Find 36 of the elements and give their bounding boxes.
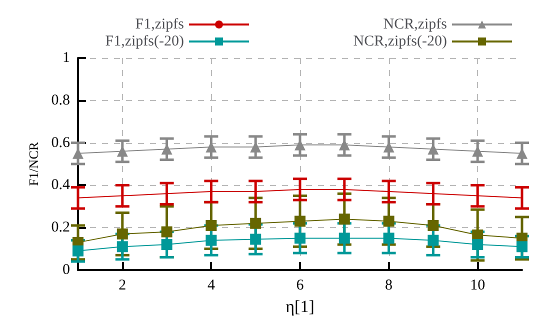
point (338, 214, 350, 225)
x-tick-label: 10 (470, 278, 486, 294)
x-tick-label: 2 (118, 278, 126, 294)
x-tick-label: 6 (296, 278, 304, 294)
y-tick-label: 0.8 (51, 92, 70, 108)
y-tick-label: 1 (62, 50, 70, 66)
legend-label: NCR,zipfs(-20) (353, 34, 447, 50)
legend-label: F1,zipfs (135, 16, 184, 32)
x-tick-label: 4 (207, 278, 216, 294)
point (250, 218, 262, 229)
point (383, 216, 394, 227)
point (294, 232, 306, 244)
point (116, 228, 128, 240)
point (294, 216, 306, 227)
y-axis-title: F1/NCR (26, 142, 41, 186)
point (116, 241, 128, 252)
point (206, 234, 217, 246)
point (250, 234, 262, 245)
point (161, 239, 172, 250)
point (206, 220, 217, 231)
y-tick-label: 0.4 (51, 177, 70, 194)
point (428, 220, 439, 231)
y-tick-label: 0.6 (51, 134, 70, 151)
point (338, 232, 350, 244)
point (428, 234, 439, 246)
x-tick-label: 8 (385, 278, 393, 294)
point (516, 241, 528, 252)
y-tick-label: 0.2 (51, 220, 70, 236)
point (72, 245, 84, 256)
point (383, 232, 394, 244)
y-tick-label: 0 (62, 262, 70, 278)
legend-label: F1,zipfs(-20) (105, 34, 184, 50)
point (472, 239, 484, 250)
x-axis-title: η[1] (286, 297, 314, 316)
point (161, 226, 172, 238)
legend-label: NCR,zipfs (383, 16, 448, 32)
